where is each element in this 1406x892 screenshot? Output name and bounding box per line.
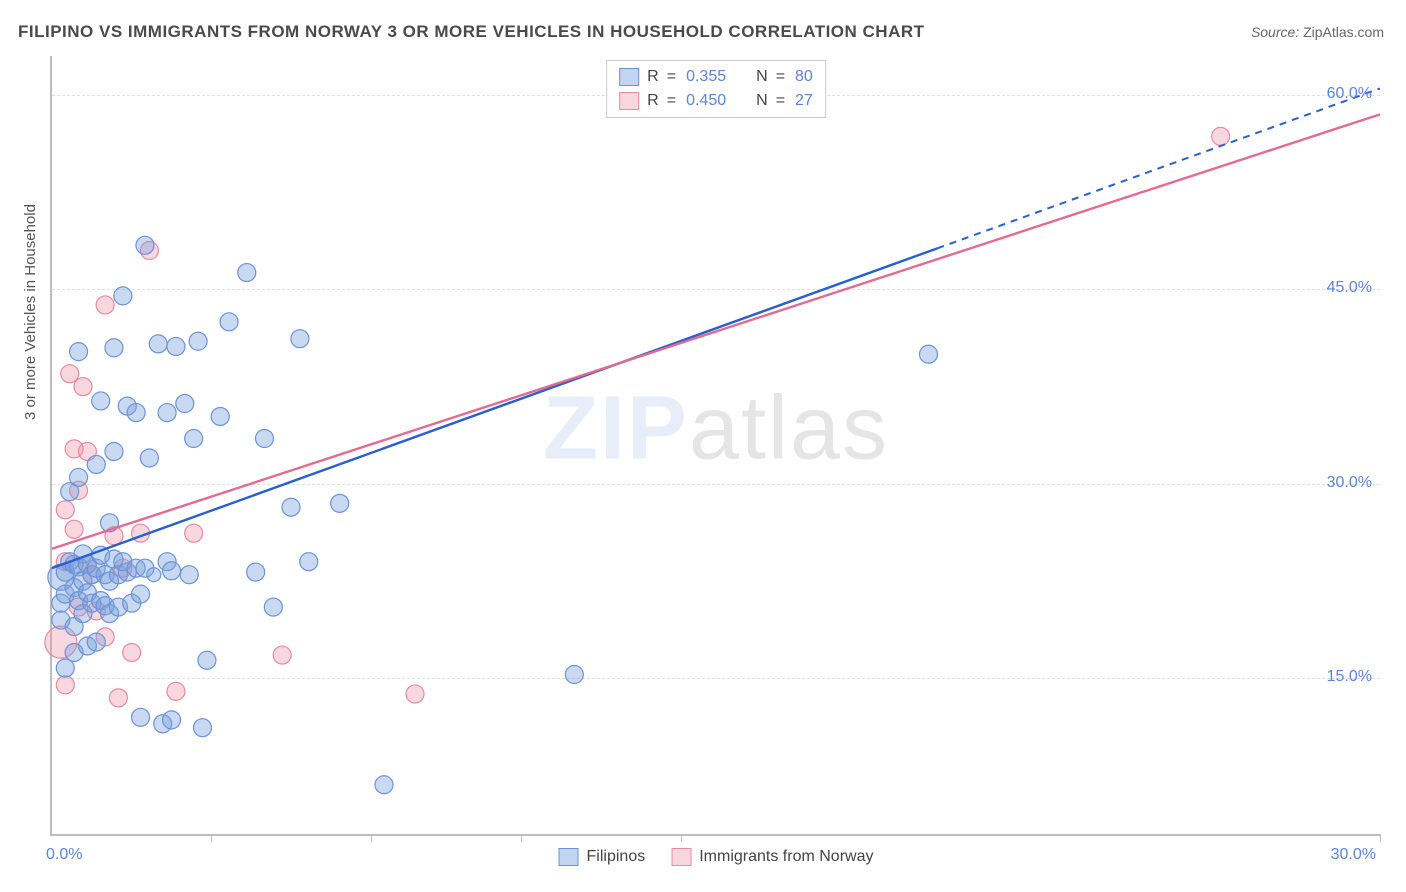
legend-eq: = [776,68,785,86]
scatter-point [74,378,92,396]
scatter-point [406,685,424,703]
legend-eq: = [776,92,785,110]
source-attribution: Source: ZipAtlas.com [1251,24,1384,40]
scatter-point [211,407,229,425]
chart-title: FILIPINO VS IMMIGRANTS FROM NORWAY 3 OR … [18,22,925,42]
x-tick [211,834,212,842]
legend-b-n: 27 [795,92,813,110]
source-value: ZipAtlas.com [1303,24,1384,40]
legend-n-label: N [756,68,768,86]
legend-b-r: 0.450 [686,92,726,110]
swatch-blue-icon [619,68,639,86]
y-axis-value: 30.0% [1327,474,1372,492]
scatter-point [238,264,256,282]
scatter-point [158,404,176,422]
legend-a-label: Filipinos [587,848,646,866]
scatter-point [140,449,158,467]
legend-a-n: 80 [795,68,813,86]
scatter-point [109,689,127,707]
scatter-point [194,719,212,737]
scatter-point [189,332,207,350]
legend-correlation: R = 0.355 N = 80 R = 0.450 N = 27 [606,60,826,118]
y-axis-value: 60.0% [1327,85,1372,103]
legend-eq: = [667,68,676,86]
scatter-point [264,598,282,616]
legend-r-label: R [647,68,659,86]
legend-n-label: N [756,92,768,110]
scatter-point [70,343,88,361]
swatch-pink-icon [619,92,639,110]
scatter-point [70,468,88,486]
scatter-point [105,442,123,460]
scatter-point [180,566,198,584]
scatter-point [61,365,79,383]
scatter-point [282,498,300,516]
legend-a-r: 0.355 [686,68,726,86]
trend-line-b [52,114,1380,548]
trend-line-a-dashed [937,88,1380,248]
scatter-point [273,646,291,664]
x-tick [1380,834,1381,842]
scatter-point [96,296,114,314]
scatter-series-a [48,236,938,793]
scatter-point [331,494,349,512]
scatter-point [56,676,74,694]
y-axis-label: 3 or more Vehicles in Household [22,204,39,420]
scatter-point [220,313,238,331]
legend-series: Filipinos Immigrants from Norway [559,848,874,866]
scatter-point [198,651,216,669]
scatter-point [176,395,194,413]
scatter-point [167,337,185,355]
legend-item-b: Immigrants from Norway [671,848,873,866]
scatter-point [105,339,123,357]
legend-r-label: R [647,92,659,110]
scatter-point [185,430,203,448]
scatter-point [255,430,273,448]
scatter-point [1212,127,1230,145]
scatter-point [65,520,83,538]
legend-row-a: R = 0.355 N = 80 [619,65,813,89]
source-label: Source: [1251,24,1299,40]
scatter-point [132,708,150,726]
scatter-point [147,568,161,582]
scatter-point [136,236,154,254]
scatter-point [565,666,583,684]
scatter-point [163,562,181,580]
scatter-point [132,585,150,603]
x-axis-value: 30.0% [1331,846,1376,864]
scatter-point [87,633,105,651]
scatter-point [114,287,132,305]
x-tick [681,834,682,842]
scatter-point [56,659,74,677]
scatter-point [56,501,74,519]
x-tick [521,834,522,842]
trend-lines [52,88,1380,568]
scatter-point [127,404,145,422]
scatter-point [87,455,105,473]
scatter-point [291,330,309,348]
legend-b-label: Immigrants from Norway [699,848,873,866]
scatter-point [123,643,141,661]
x-tick [371,834,372,842]
scatter-point [247,563,265,581]
scatter-point [163,711,181,729]
swatch-pink-icon [671,848,691,866]
scatter-point [300,553,318,571]
scatter-point [375,776,393,794]
legend-eq: = [667,92,676,110]
legend-item-a: Filipinos [559,848,646,866]
legend-row-b: R = 0.450 N = 27 [619,89,813,113]
scatter-point [919,345,937,363]
chart-svg [52,56,1380,834]
swatch-blue-icon [559,848,579,866]
scatter-point [149,335,167,353]
scatter-point [167,682,185,700]
x-axis-value: 0.0% [46,846,82,864]
scatter-point [92,392,110,410]
scatter-point [185,524,203,542]
y-axis-value: 15.0% [1327,668,1372,686]
plot-area: ZIPatlas R = 0.355 N = 80 R = 0.450 N = … [50,56,1380,836]
y-axis-value: 45.0% [1327,279,1372,297]
